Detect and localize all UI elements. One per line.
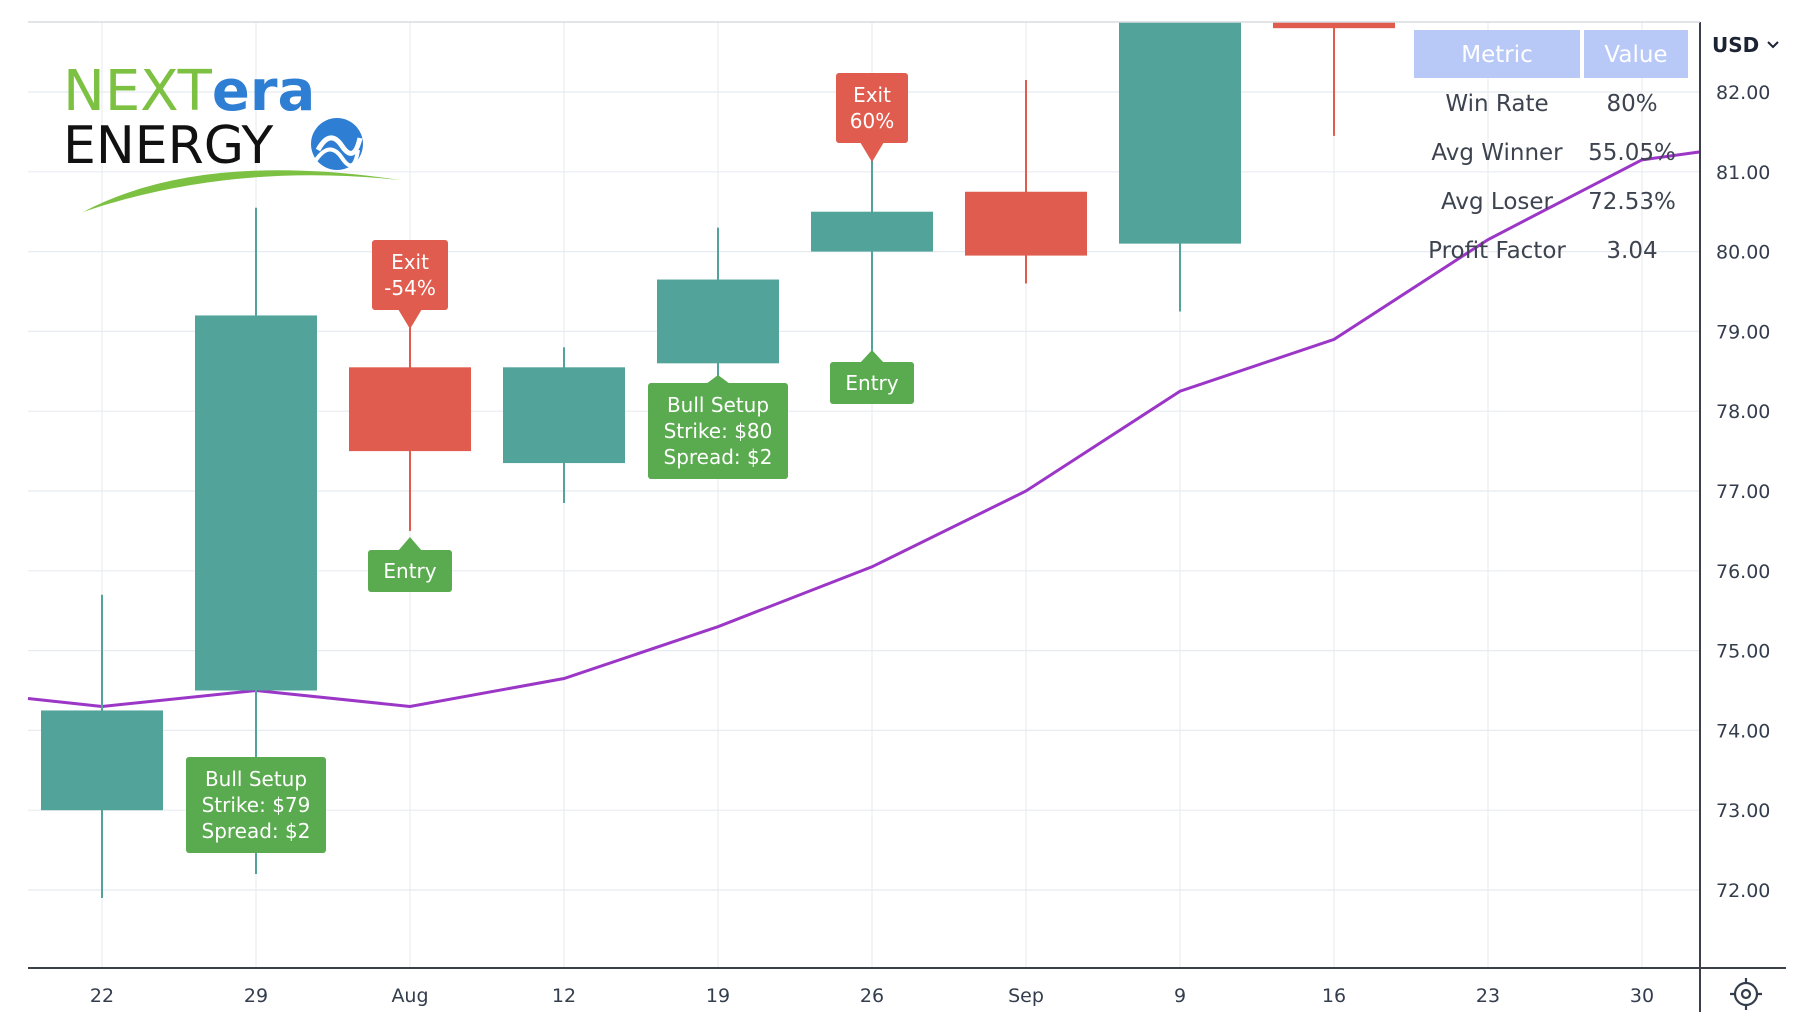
label-text: Bull Setup (205, 767, 307, 791)
label-text: Bull Setup (667, 393, 769, 417)
label-text: -54% (384, 276, 436, 300)
y-tick-label: 76.00 (1716, 561, 1770, 583)
label-pointer (244, 758, 268, 790)
table-cell: Win Rate (1445, 91, 1548, 117)
label-pointer (860, 142, 884, 162)
chevron-down-icon (1767, 41, 1779, 49)
table-header-text: Metric (1461, 42, 1533, 68)
label-text: 60% (850, 109, 894, 133)
y-tick-label: 72.00 (1716, 880, 1770, 902)
candle (503, 347, 625, 503)
candle-body (965, 191, 1087, 256)
y-tick-label: 81.00 (1716, 162, 1770, 184)
x-tick-label: 19 (706, 985, 730, 1007)
x-tick-label: 22 (90, 985, 114, 1007)
y-tick-label: 77.00 (1716, 481, 1770, 503)
candle-body (1273, 22, 1395, 29)
label-text: Strike: $79 (202, 793, 311, 817)
table-cell: 3.04 (1606, 238, 1657, 264)
candle-body (1119, 22, 1241, 244)
table-cell: 55.05% (1588, 140, 1676, 166)
axes: 22 29 Aug 12 19 26 Sep 9 16 23 30 72.00 73.00 74.00 75… (28, 21, 1786, 1012)
label-text: Entry (845, 371, 898, 395)
label-box (368, 550, 452, 592)
table-cell: 80% (1606, 91, 1657, 117)
x-tick-label: 26 (860, 985, 884, 1007)
stats-table: Metric Value Win Rate 80% Avg Winner 55.05% Av… (1414, 30, 1688, 264)
candle-body (503, 367, 625, 464)
candle-body (349, 367, 471, 452)
y-tick-label: 78.00 (1716, 401, 1770, 423)
candle (195, 207, 317, 875)
currency-label: USD (1712, 33, 1759, 57)
nextera-energy-logo: NEXTera ENERGY (63, 59, 400, 212)
currency-selector[interactable]: USD (1703, 24, 1789, 64)
label-pointer (706, 375, 730, 384)
y-tick-label: 75.00 (1716, 641, 1770, 663)
table-cell: Avg Loser (1441, 189, 1554, 215)
label-box (648, 383, 788, 479)
candle (41, 594, 163, 898)
logo-energy: ENERGY (63, 116, 273, 176)
x-tick-label: 30 (1630, 985, 1654, 1007)
y-tick-label: 74.00 (1716, 720, 1770, 742)
entry-label: Entry (368, 537, 452, 592)
entry-label: Entry (830, 350, 914, 404)
candle-body (41, 710, 163, 811)
candle (657, 227, 779, 380)
svg-text:NEXTera: NEXTera (63, 59, 315, 124)
table-cell: Avg Winner (1431, 140, 1563, 166)
logo-swoosh (83, 170, 400, 212)
table-header-cell (1584, 30, 1688, 78)
y-tick-label: 80.00 (1716, 242, 1770, 264)
label-text: Exit (391, 250, 429, 274)
y-tick-label: 82.00 (1716, 82, 1770, 104)
candle-body (195, 315, 317, 691)
candle-body (811, 211, 933, 252)
label-text: Strike: $80 (664, 419, 773, 443)
label-pointer (398, 537, 422, 551)
label-pointer (860, 350, 884, 363)
y-tick-label: 79.00 (1716, 321, 1770, 343)
logo-era: era (212, 59, 315, 124)
x-tick-label: 23 (1476, 985, 1500, 1007)
x-tick-label: 9 (1174, 985, 1186, 1007)
table-cell: 72.53% (1588, 189, 1676, 215)
candles-layer (41, 22, 1395, 898)
candle (349, 315, 471, 531)
exit-label: Exit-54% (372, 240, 448, 329)
logo-emblem-icon (311, 118, 363, 170)
candle-body (657, 279, 779, 364)
candle (811, 155, 933, 364)
x-tick-label: 12 (552, 985, 576, 1007)
y-tick-label: 73.00 (1716, 800, 1770, 822)
table-header-text: Value (1604, 42, 1667, 68)
x-tick-label: Sep (1008, 985, 1044, 1007)
label-text: Entry (383, 559, 436, 583)
candle (965, 80, 1087, 284)
table-cell: Profit Factor (1428, 238, 1566, 264)
x-tick-label: Aug (391, 985, 428, 1007)
label-box (186, 757, 326, 853)
label-box (836, 73, 908, 143)
x-tick-label: 29 (244, 985, 268, 1007)
label-pointer (398, 309, 422, 329)
candle (1273, 22, 1395, 136)
x-tick-label: 16 (1322, 985, 1346, 1007)
logo-next: NEXT (63, 59, 213, 124)
gear-icon[interactable] (1730, 978, 1762, 1010)
table-header-cell (1414, 30, 1580, 78)
label-text: Exit (853, 83, 891, 107)
label-text: Spread: $2 (664, 445, 773, 469)
label-text: Spread: $2 (202, 819, 311, 843)
candle (1119, 22, 1241, 312)
label-box (830, 362, 914, 404)
label-box (372, 240, 448, 310)
